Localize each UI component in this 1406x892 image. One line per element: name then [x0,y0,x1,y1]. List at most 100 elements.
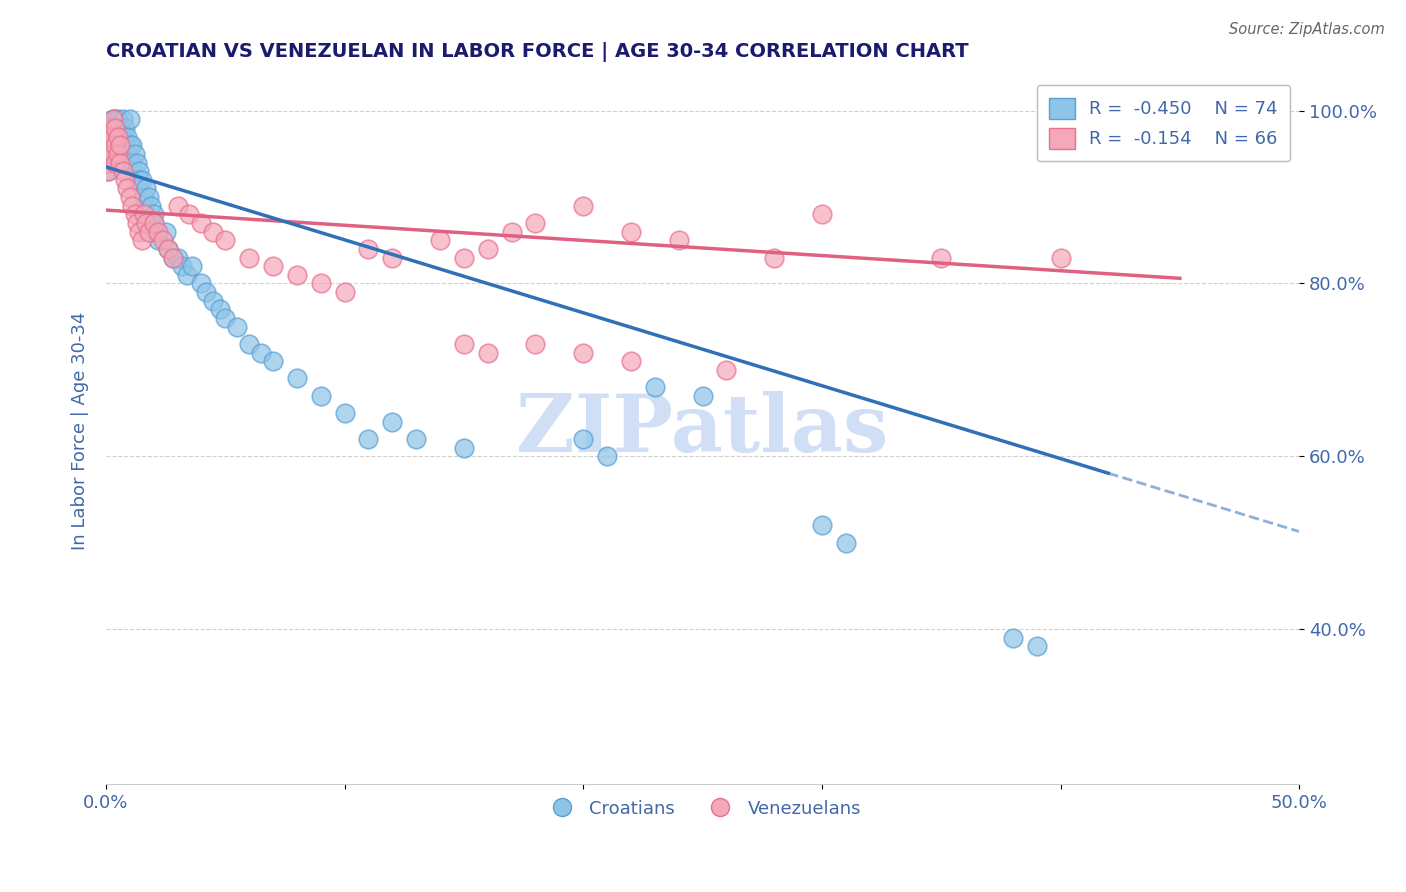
Point [166,251,188,265]
Point [190,277,212,291]
Point [107,129,129,144]
Point [121,155,143,169]
Point [180,259,202,273]
Point [620,354,643,368]
Point [101,138,124,153]
Point [128,164,150,178]
Point [114,138,136,153]
Point [117,129,139,144]
Point [104,121,127,136]
Point [97,147,120,161]
Point [162,251,184,265]
Point [110,155,132,169]
Point [97,155,120,169]
Point [811,518,834,533]
Point [104,138,127,153]
Point [668,233,690,247]
Point [209,302,232,317]
Point [125,155,148,169]
Point [620,225,643,239]
Point [111,164,134,178]
Point [333,285,356,299]
Point [929,251,952,265]
Text: Source: ZipAtlas.com: Source: ZipAtlas.com [1229,22,1385,37]
Point [131,233,153,247]
Point [107,112,129,127]
Point [166,199,188,213]
Point [214,311,236,326]
Legend: Croatians, Venezuelans: Croatians, Venezuelans [537,792,868,825]
Point [111,129,134,144]
Point [100,121,122,136]
Point [121,199,143,213]
Point [453,441,475,455]
Point [309,389,332,403]
Point [104,155,127,169]
Point [285,268,308,282]
Point [162,251,184,265]
Point [692,389,714,403]
Point [97,138,120,153]
Point [357,432,380,446]
Point [142,216,165,230]
Point [381,415,404,429]
Point [124,207,146,221]
Point [262,259,284,273]
Point [118,138,141,153]
Point [97,129,120,144]
Point [100,147,122,161]
Point [114,121,136,136]
Point [101,121,124,136]
Point [107,121,129,136]
Point [333,406,356,420]
Point [111,112,134,127]
Point [142,216,165,230]
Point [107,147,129,161]
Point [104,112,127,127]
Point [262,354,284,368]
Point [202,225,225,239]
Y-axis label: In Labor Force | Age 30-34: In Labor Force | Age 30-34 [72,311,89,549]
Point [128,173,150,187]
Point [596,449,619,463]
Point [135,181,157,195]
Point [104,121,127,136]
Point [1049,251,1071,265]
Point [135,216,157,230]
Point [100,129,122,144]
Point [285,371,308,385]
Point [100,138,122,153]
Point [250,345,273,359]
Point [214,233,236,247]
Point [97,155,120,169]
Point [572,199,595,213]
Point [101,147,124,161]
Point [572,345,595,359]
Point [835,535,858,549]
Point [477,242,499,256]
Text: CROATIAN VS VENEZUELAN IN LABOR FORCE | AGE 30-34 CORRELATION CHART: CROATIAN VS VENEZUELAN IN LABOR FORCE | … [105,42,969,62]
Point [763,251,786,265]
Point [501,225,523,239]
Point [524,216,547,230]
Point [101,129,124,144]
Point [100,129,122,144]
Point [381,251,404,265]
Point [811,207,834,221]
Point [97,129,120,144]
Point [124,147,146,161]
Point [453,337,475,351]
Point [138,190,160,204]
Point [155,225,177,239]
Point [453,251,475,265]
Point [100,147,122,161]
Point [141,199,163,213]
Point [405,432,427,446]
Point [142,207,165,221]
Point [644,380,666,394]
Point [128,225,150,239]
Point [118,190,141,204]
Point [1001,631,1024,645]
Text: ZIPatlas: ZIPatlas [516,392,889,469]
Point [145,225,167,239]
